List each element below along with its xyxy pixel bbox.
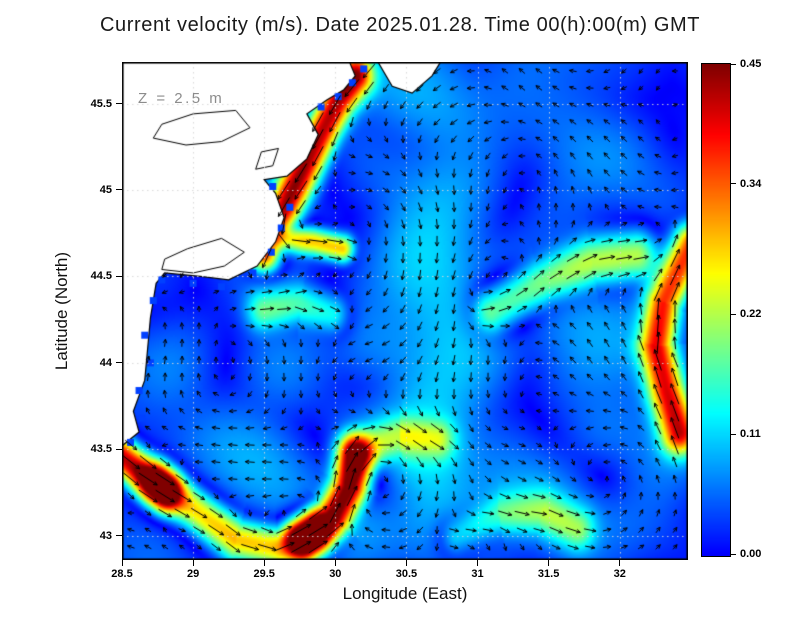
colorbar-tick-label: 0.00	[740, 548, 762, 560]
y-tick	[116, 275, 122, 277]
y-tick-label: 43	[99, 529, 112, 542]
y-tick-label: 44	[99, 356, 112, 369]
colorbar-tick-label: 0.22	[740, 308, 762, 321]
x-tick	[121, 560, 123, 566]
x-tick-label: 30	[329, 568, 342, 580]
y-tick-label: 45.5	[90, 97, 112, 110]
chart-title: Current velocity (m/s). Date 2025.01.28.…	[99, 14, 701, 36]
x-axis-label: Longitude (East)	[342, 584, 468, 603]
colorbar-tick-label: 0.45	[740, 58, 762, 70]
colorbar	[701, 63, 731, 557]
x-tick	[405, 560, 407, 566]
plot-area: Z = 2.5 m	[122, 62, 688, 560]
x-tick-label: 31.5	[537, 568, 560, 580]
depth-annotation: Z = 2.5 m	[138, 90, 225, 107]
x-tick-label: 29.5	[253, 568, 275, 580]
y-tick-label: 45	[99, 183, 112, 196]
colorbar-tick-label: 0.11	[740, 428, 761, 441]
colorbar-tick-label: 0.34	[740, 177, 762, 190]
x-tick	[619, 560, 621, 566]
x-tick	[192, 560, 194, 566]
y-tick	[116, 362, 122, 364]
y-tick-label: 43.5	[90, 443, 112, 456]
x-tick-label: 32	[613, 568, 626, 580]
y-tick-label: 44.5	[90, 270, 112, 283]
x-tick	[334, 560, 336, 566]
colorbar-tick	[731, 553, 736, 555]
y-tick	[116, 103, 122, 104]
x-tick	[477, 560, 479, 566]
x-tick-label: 30.5	[395, 568, 418, 580]
colorbar-tick	[731, 433, 736, 435]
colorbar-tick	[731, 63, 736, 65]
y-tick	[116, 189, 122, 191]
y-tick	[116, 535, 122, 537]
x-tick-label: 29	[186, 568, 200, 580]
x-tick-label: 28.5	[111, 568, 133, 580]
x-tick-label: 31	[471, 568, 484, 580]
velocity-field-canvas	[122, 62, 688, 560]
colorbar-tick	[731, 313, 736, 315]
y-tick	[116, 448, 122, 450]
colorbar-gradient	[702, 64, 730, 556]
x-tick	[548, 560, 550, 566]
colorbar-tick	[731, 183, 736, 185]
x-tick	[263, 560, 265, 566]
